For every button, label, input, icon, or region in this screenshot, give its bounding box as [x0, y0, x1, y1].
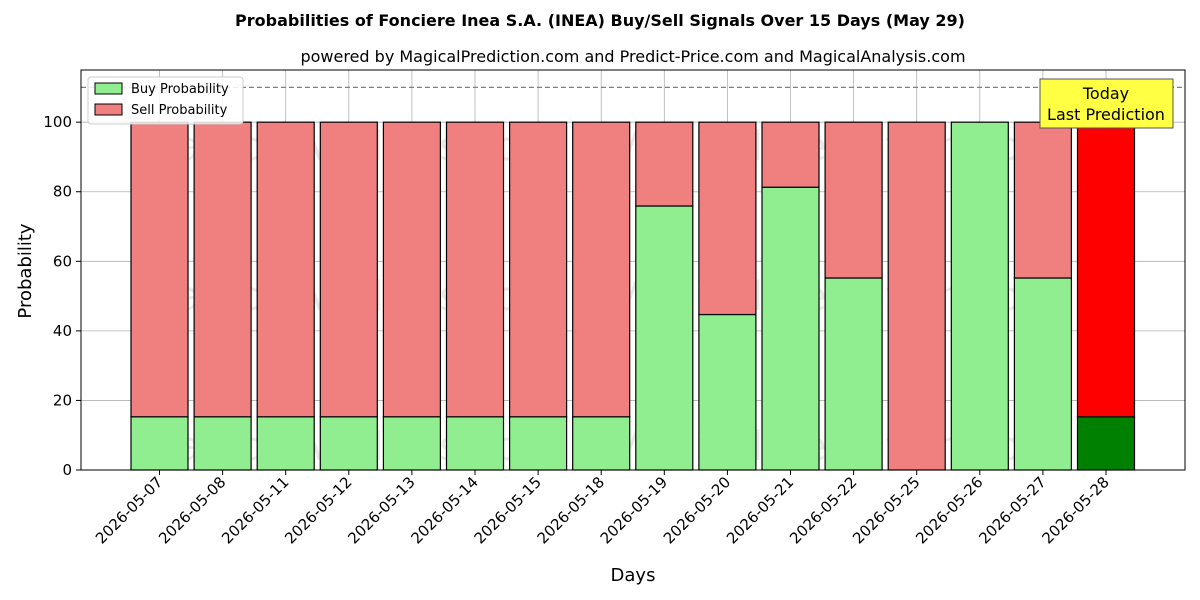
- bar-buy: [698, 313, 757, 471]
- bar-sell: [130, 121, 189, 418]
- bar-buy: [509, 416, 568, 471]
- x-tick-label: 2026-05-28: [1038, 473, 1112, 547]
- x-tick-label: 2026-05-12: [281, 473, 355, 547]
- bar-sell: [193, 121, 252, 418]
- annotation-box: [1039, 78, 1174, 129]
- bar-buy: [950, 121, 1009, 471]
- x-tick-label: 2026-05-11: [218, 473, 292, 547]
- legend-box: [87, 76, 244, 125]
- bar-sell: [572, 121, 631, 418]
- chart-subtitle: powered by MagicalPrediction.com and Pre…: [300, 47, 965, 66]
- bar-sell: [1076, 121, 1136, 418]
- x-tick-label: 2026-05-13: [344, 473, 418, 547]
- x-axis-label: Days: [611, 565, 656, 586]
- plot-frame: [80, 69, 1186, 471]
- x-axis-ticks: 2026-05-072026-05-082026-05-112026-05-12…: [92, 470, 1113, 547]
- legend-label-buy: Buy Probability: [131, 82, 229, 97]
- bar-sell: [256, 121, 315, 418]
- x-tick-label: 2026-05-20: [660, 473, 734, 547]
- bar-buy: [635, 205, 694, 471]
- bar-buy: [572, 416, 631, 471]
- y-tick-label: 40: [53, 322, 72, 340]
- x-tick-label: 2026-05-08: [155, 473, 229, 547]
- y-tick-label: 0: [62, 461, 72, 479]
- x-tick-label: 2026-05-21: [723, 473, 797, 547]
- legend-label-sell: Sell Probability: [131, 103, 228, 118]
- bar-buy: [193, 416, 252, 471]
- bar-buy: [761, 186, 820, 471]
- bar-sell: [1013, 121, 1073, 279]
- x-tick-label: 2026-05-18: [534, 473, 608, 547]
- legend-swatch-buy: [94, 82, 123, 95]
- y-tick-label: 80: [53, 183, 72, 201]
- x-tick-label: 2026-05-14: [407, 473, 481, 547]
- today-annotation: Today Last Prediction: [1039, 78, 1174, 129]
- x-tick-label: 2026-05-07: [92, 473, 166, 547]
- x-tick-label: 2026-05-25: [849, 473, 923, 547]
- bar-buy: [382, 416, 441, 471]
- bar-buy: [1013, 277, 1073, 471]
- bar-sell: [509, 121, 568, 418]
- bar-buy: [824, 277, 883, 471]
- x-tick-label: 2026-05-27: [975, 473, 1049, 547]
- x-tick-label: 2026-05-15: [471, 473, 545, 547]
- bar-buy: [256, 416, 315, 471]
- legend: Buy Probability Sell Probability: [87, 76, 244, 125]
- bar-sell: [824, 121, 883, 279]
- y-axis-label: Probability: [15, 223, 36, 318]
- y-axis-ticks: 0 20 40 60 80 100: [43, 113, 81, 479]
- bar-sell: [635, 121, 694, 207]
- x-tick-label: 2026-05-22: [786, 473, 860, 547]
- bar-buy: [445, 416, 505, 471]
- chart-title: Probabilities of Fonciere Inea S.A. (INE…: [235, 11, 965, 30]
- bar-layer: [130, 121, 1136, 471]
- bar-sell: [887, 121, 946, 471]
- y-tick-label: 60: [53, 252, 72, 270]
- bar-sell: [445, 121, 505, 418]
- annotation-line-1: Today: [1082, 84, 1129, 103]
- bar-buy: [1076, 416, 1136, 471]
- y-tick-label: 20: [53, 391, 72, 409]
- bar-sell: [382, 121, 441, 418]
- y-tick-label: 100: [43, 113, 72, 131]
- bar-sell: [698, 121, 757, 316]
- bar-sell: [319, 121, 378, 418]
- legend-swatch-sell: [94, 103, 123, 116]
- bar-buy: [319, 416, 378, 471]
- bar-sell: [761, 121, 820, 188]
- x-tick-label: 2026-05-19: [597, 473, 671, 547]
- x-tick-label: 2026-05-26: [912, 473, 986, 547]
- bar-buy: [130, 416, 189, 471]
- annotation-line-2: Last Prediction: [1047, 105, 1165, 124]
